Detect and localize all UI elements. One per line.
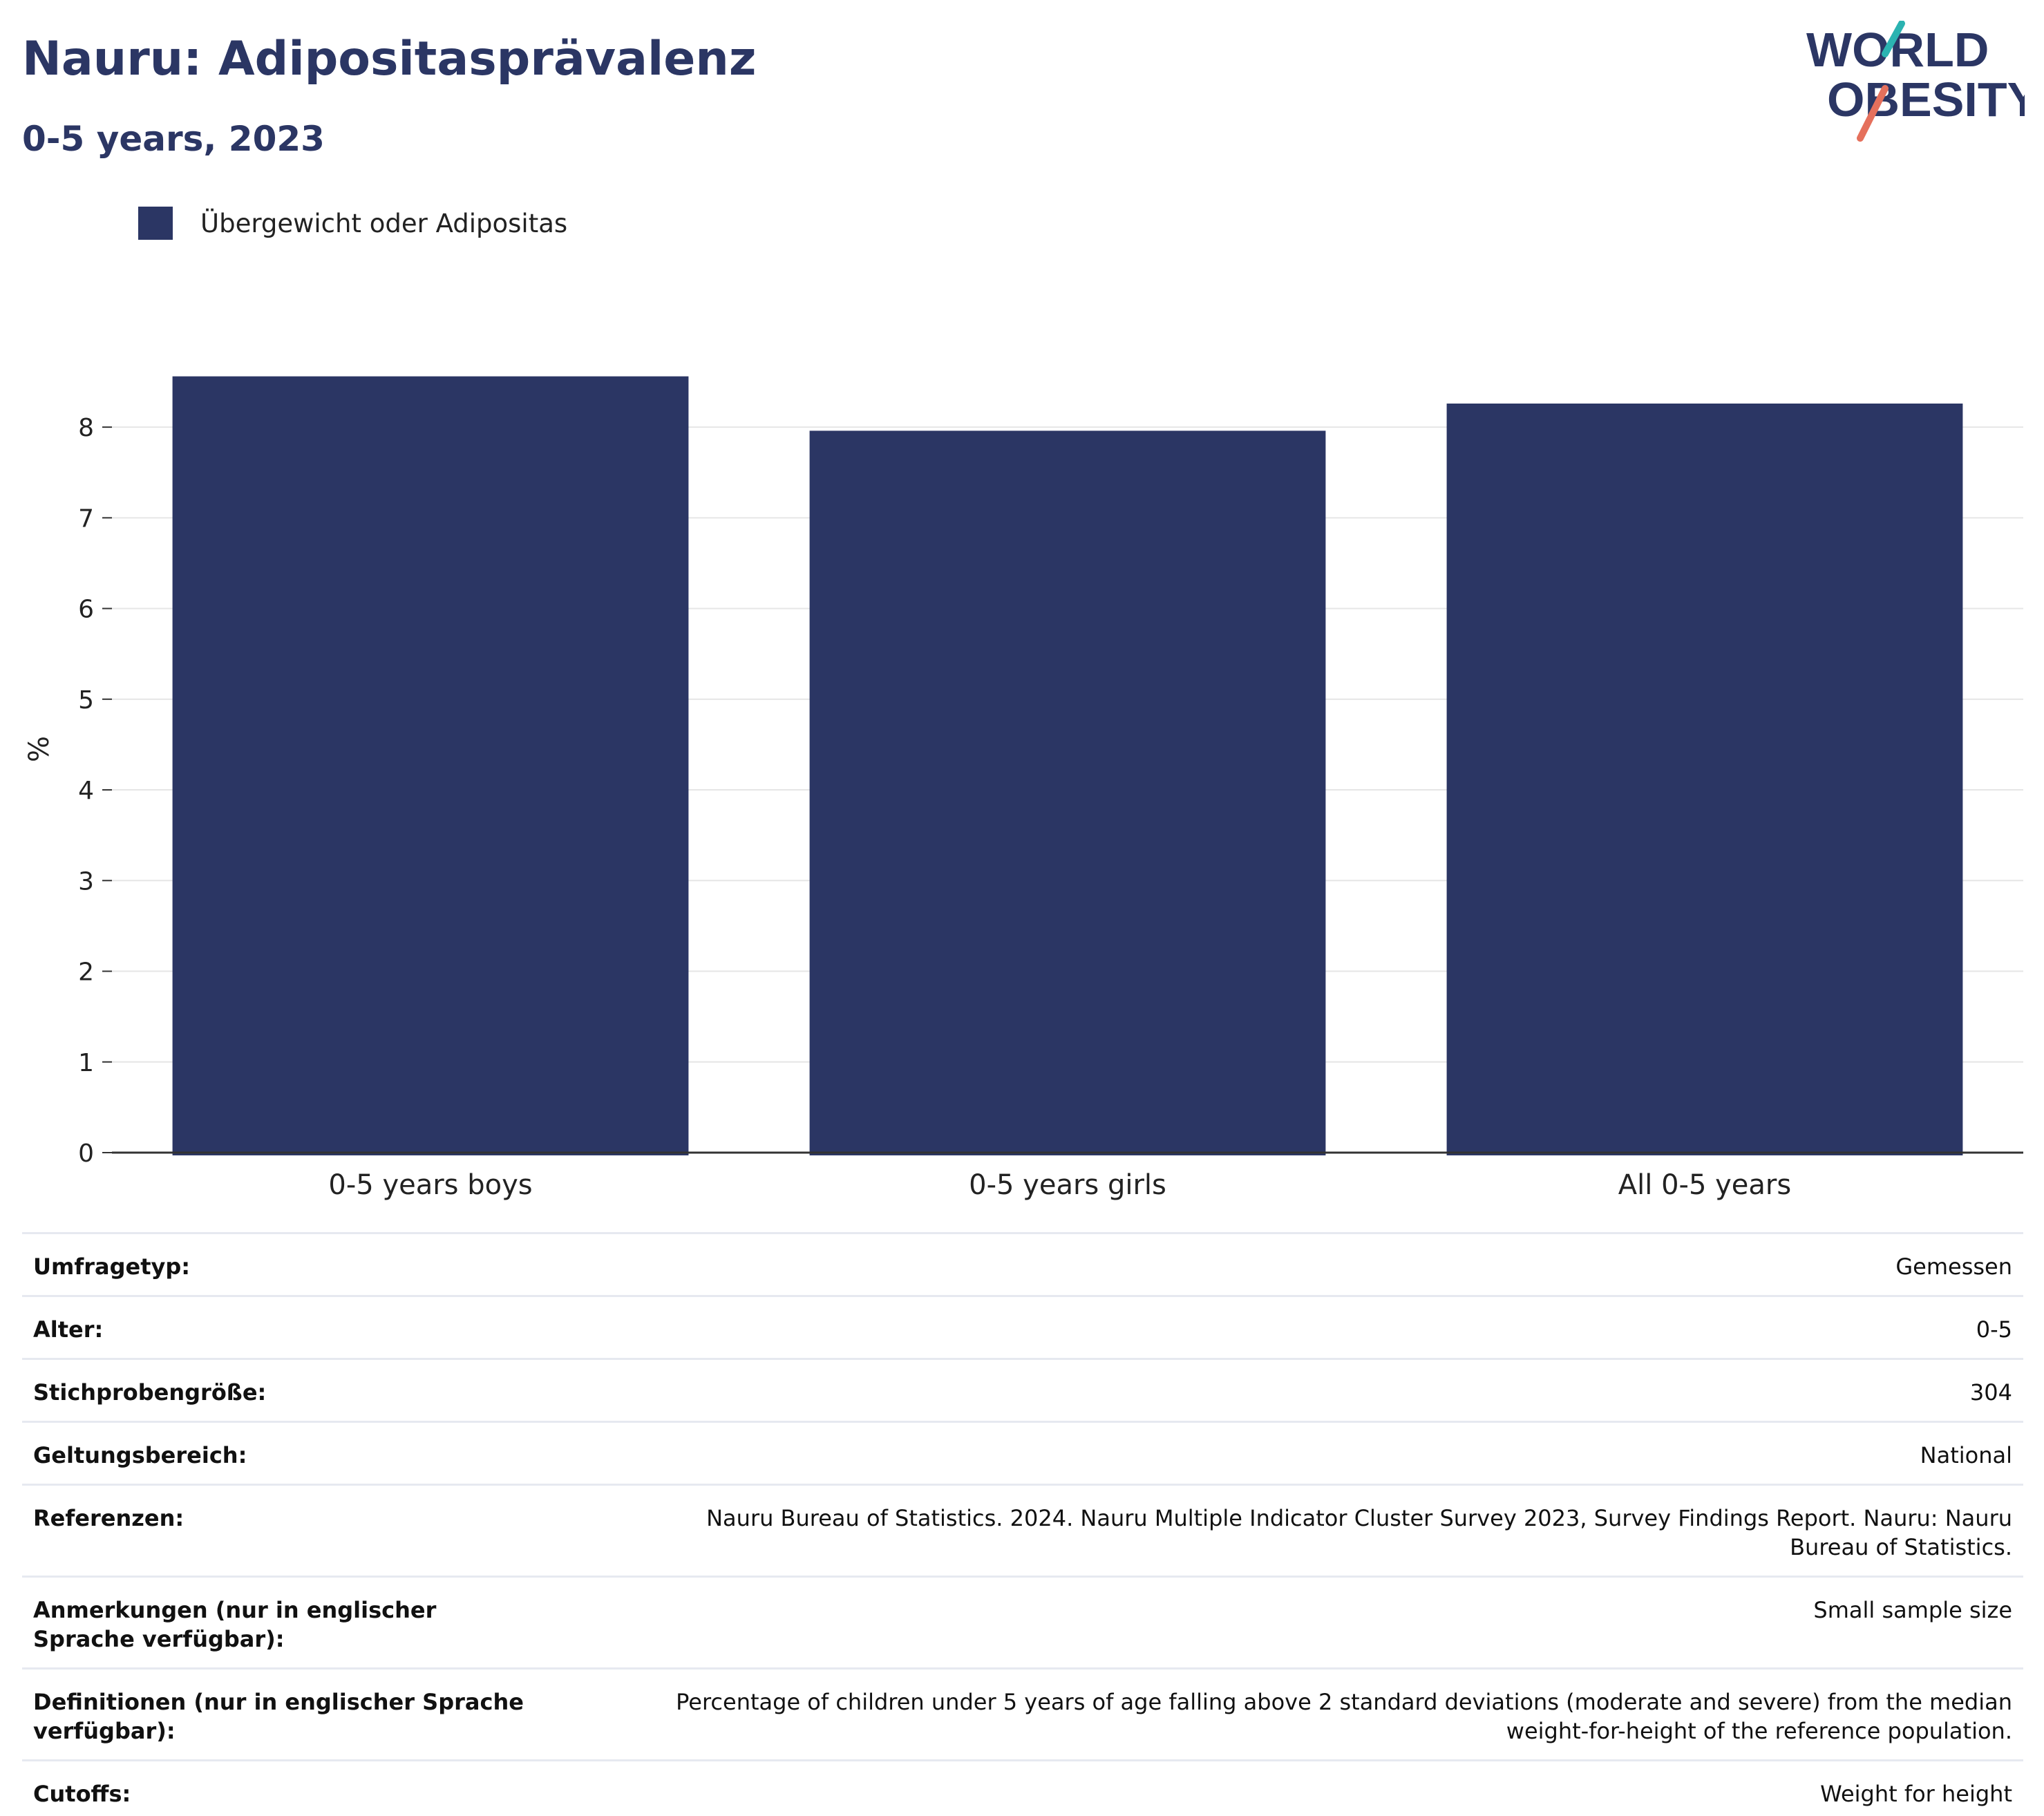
y-tick-label: 8: [78, 414, 94, 442]
y-tick-label: 4: [78, 777, 94, 805]
x-tick-label: 0-5 years boys: [328, 1169, 532, 1201]
y-tick-label: 7: [78, 504, 94, 533]
y-tick-label: 1: [78, 1049, 94, 1077]
info-row: Referenzen: Nauru Bureau of Statistics. 2…: [22, 1484, 2023, 1576]
logo-slash-bottom: [1857, 85, 1889, 142]
logo-slash-top: [1882, 21, 1905, 57]
info-value: Nauru Bureau of Statistics. 2024. Nauru …: [706, 1505, 2012, 1560]
info-value: Small sample size: [1813, 1597, 2012, 1623]
info-row: Geltungsbereich: National: [22, 1421, 2023, 1484]
info-key: Anmerkungen (nur in englischer Sprache v…: [33, 1597, 437, 1652]
info-key: Geltungsbereich:: [33, 1442, 247, 1468]
info-key: Alter:: [33, 1316, 104, 1343]
info-key: Referenzen:: [33, 1505, 184, 1531]
info-key: Cutoffs:: [33, 1781, 131, 1807]
x-tick-label: All 0-5 years: [1618, 1169, 1791, 1201]
y-tick-label: 5: [78, 686, 94, 715]
bar-chart: 0 1 2 3 4 5 6 7 8% 0-5 years boys 0-5 years girls A…: [23, 376, 2023, 1201]
info-value: National: [1920, 1442, 2012, 1468]
bar: [809, 431, 1326, 1155]
info-value: Weight for height: [1820, 1781, 2012, 1807]
y-tick-label: 6: [78, 596, 94, 624]
info-key: Umfragetyp:: [33, 1254, 191, 1280]
info-key: Stichprobengröße:: [33, 1379, 267, 1406]
page-subtitle: 0-5 years, 2023: [22, 119, 325, 159]
info-row: Definitionen (nur in englischer Sprache …: [22, 1667, 2023, 1759]
world-obesity-logo: WORLD OBESITY: [1806, 21, 2025, 142]
info-row: Anmerkungen (nur in englischer Sprache v…: [22, 1576, 2023, 1667]
chart-legend: Übergewicht oder Adipositas: [138, 206, 567, 240]
y-tick-label: 3: [78, 867, 94, 896]
bar: [172, 376, 689, 1155]
legend-swatch: [138, 207, 173, 240]
x-tick-label: 0-5 years girls: [969, 1169, 1166, 1201]
info-row: Stichprobengröße: 304: [22, 1358, 2023, 1421]
legend-label: Übergewicht oder Adipositas: [200, 208, 568, 238]
info-value: 304: [1969, 1379, 2012, 1406]
y-tick-label: 0: [78, 1139, 94, 1168]
info-row: Cutoffs: Weight for height: [22, 1759, 2023, 1816]
y-axis-label: %: [23, 736, 55, 762]
info-key: Definitionen (nur in englischer Sprache …: [33, 1689, 524, 1744]
y-tick-label: 2: [78, 958, 94, 987]
page-title: Nauru: Adipositasprävalenz: [22, 32, 757, 86]
logo-word-obesity: OBESITY: [1827, 73, 2025, 126]
info-value: Gemessen: [1895, 1254, 2012, 1280]
info-table: Umfragetyp: Gemessen Alter: 0-5 Stichprobeng…: [22, 1232, 2023, 1816]
info-row: Alter: 0-5: [22, 1295, 2023, 1358]
info-value: Percentage of children under 5 years of …: [676, 1689, 2012, 1744]
bar: [1446, 403, 1963, 1156]
info-value: 0-5: [1976, 1316, 2012, 1343]
info-row: Umfragetyp: Gemessen: [22, 1232, 2023, 1295]
